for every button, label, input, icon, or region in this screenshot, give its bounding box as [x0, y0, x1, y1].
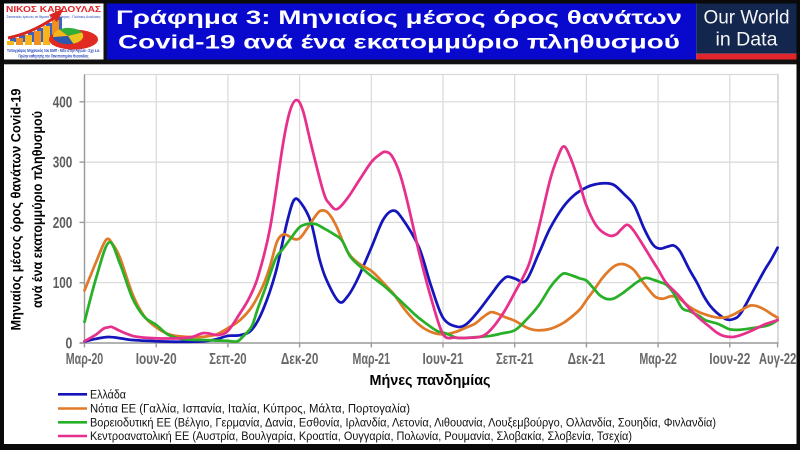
- svg-text:0: 0: [66, 336, 73, 353]
- svg-text:Μαρ-22: Μαρ-22: [639, 351, 677, 368]
- svg-text:ΝΙΚΟΣ ΚΑΡΔΟΥΛΑΣ: ΝΙΚΟΣ ΚΑΡΔΟΥΛΑΣ: [6, 5, 101, 14]
- svg-text:Δεκ-21: Δεκ-21: [568, 351, 606, 368]
- svg-text:ανά ένα εκατομμύριο πληθυσμού: ανά ένα εκατομμύριο πληθυσμού: [30, 111, 45, 308]
- svg-text:Μήνες πανδημίας: Μήνες πανδημίας: [370, 372, 491, 389]
- svg-text:Μαρ-20: Μαρ-20: [66, 351, 104, 368]
- svg-text:Σεπ-21: Σεπ-21: [496, 351, 534, 368]
- svg-text:Our World: Our World: [704, 7, 790, 29]
- svg-text:Ιουν-22: Ιουν-22: [709, 351, 750, 368]
- svg-text:in Data: in Data: [716, 29, 778, 51]
- svg-text:Γράφημα 3: Μηνιαίος μέσος ό: Γράφημα 3: Μηνιαίος μέσος όρος θανάτων: [116, 8, 682, 29]
- svg-text:Covid-19 ανά ένα εκατομμύρι: Covid-19 ανά ένα εκατομμύριο πληθυσμού: [118, 33, 680, 54]
- svg-text:Δεκ-20: Δεκ-20: [281, 351, 319, 368]
- svg-text:400: 400: [53, 94, 73, 111]
- svg-text:Ιουν-20: Ιουν-20: [136, 351, 177, 368]
- svg-text:Ελλάδα: Ελλάδα: [90, 390, 126, 402]
- svg-text:Κεντροανατολική ΕΕ (Αυστρία, Β: Κεντροανατολική ΕΕ (Αυστρία, Βουλγαρία, …: [90, 431, 632, 443]
- svg-text:200: 200: [53, 215, 73, 232]
- svg-text:Τοπογράφος Μηχανικός του ΕΜΠ -: Τοπογράφος Μηχανικός του ΕΜΠ - MSc στην …: [7, 48, 100, 53]
- svg-text:Ιουν-21: Ιουν-21: [423, 351, 464, 368]
- svg-text:Πρώην καθηγητής του Πανεπιστημ: Πρώην καθηγητής του Πανεπιστημίου Θεσσαλ…: [19, 54, 90, 59]
- svg-text:Σεπ-20: Σεπ-20: [209, 351, 247, 368]
- svg-text:Βορειοδυτική ΕΕ (Βέλγιο, Γερμα: Βορειοδυτική ΕΕ (Βέλγιο, Γερμανία, Δανία…: [90, 418, 716, 430]
- svg-text:Αυγ-22: Αυγ-22: [759, 351, 797, 368]
- svg-text:300: 300: [53, 155, 73, 172]
- svg-text:Μηνιαίος μέσος όρος θανάτων Co: Μηνιαίος μέσος όρος θανάτων Covid-19: [8, 89, 23, 331]
- svg-text:Νότια ΕΕ (Γαλλία, Ισπανία, Ιτα: Νότια ΕΕ (Γαλλία, Ισπανία, Ιταλία, Κύπρο…: [90, 404, 410, 416]
- svg-text:100: 100: [53, 275, 73, 292]
- svg-text:Μαρ-21: Μαρ-21: [353, 351, 391, 368]
